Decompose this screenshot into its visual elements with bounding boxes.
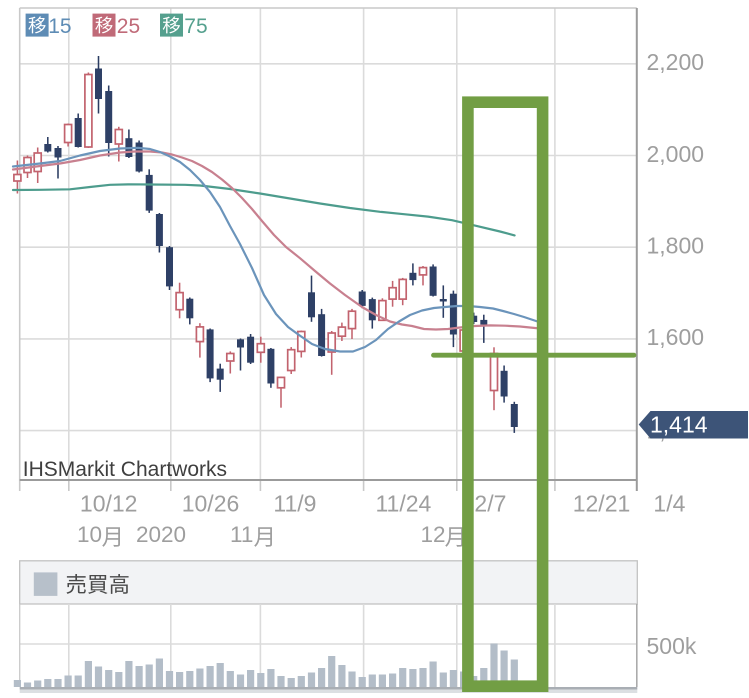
svg-text:12/21: 12/21 bbox=[573, 491, 631, 517]
svg-text:1,800: 1,800 bbox=[647, 233, 705, 259]
svg-text:12: 12 bbox=[421, 522, 446, 547]
svg-text:11/9: 11/9 bbox=[273, 491, 316, 517]
svg-text:10/26: 10/26 bbox=[182, 491, 240, 517]
svg-text:1/4: 1/4 bbox=[653, 491, 685, 517]
svg-text:2,000: 2,000 bbox=[647, 141, 705, 167]
svg-text:2020: 2020 bbox=[136, 522, 186, 547]
svg-text:1,414: 1,414 bbox=[650, 412, 708, 438]
svg-text:1,600: 1,600 bbox=[647, 324, 705, 350]
svg-text:15: 15 bbox=[48, 15, 71, 38]
svg-text:11: 11 bbox=[230, 522, 253, 547]
svg-text:500k: 500k bbox=[647, 633, 697, 659]
svg-text:2,200: 2,200 bbox=[647, 49, 705, 75]
svg-text:IHSMarkit Chartworks: IHSMarkit Chartworks bbox=[23, 458, 227, 481]
svg-text:10: 10 bbox=[77, 522, 102, 547]
svg-text:75: 75 bbox=[184, 15, 207, 38]
svg-text:11/24: 11/24 bbox=[375, 491, 431, 517]
svg-text:25: 25 bbox=[117, 15, 140, 38]
svg-text:10/12: 10/12 bbox=[80, 491, 138, 517]
